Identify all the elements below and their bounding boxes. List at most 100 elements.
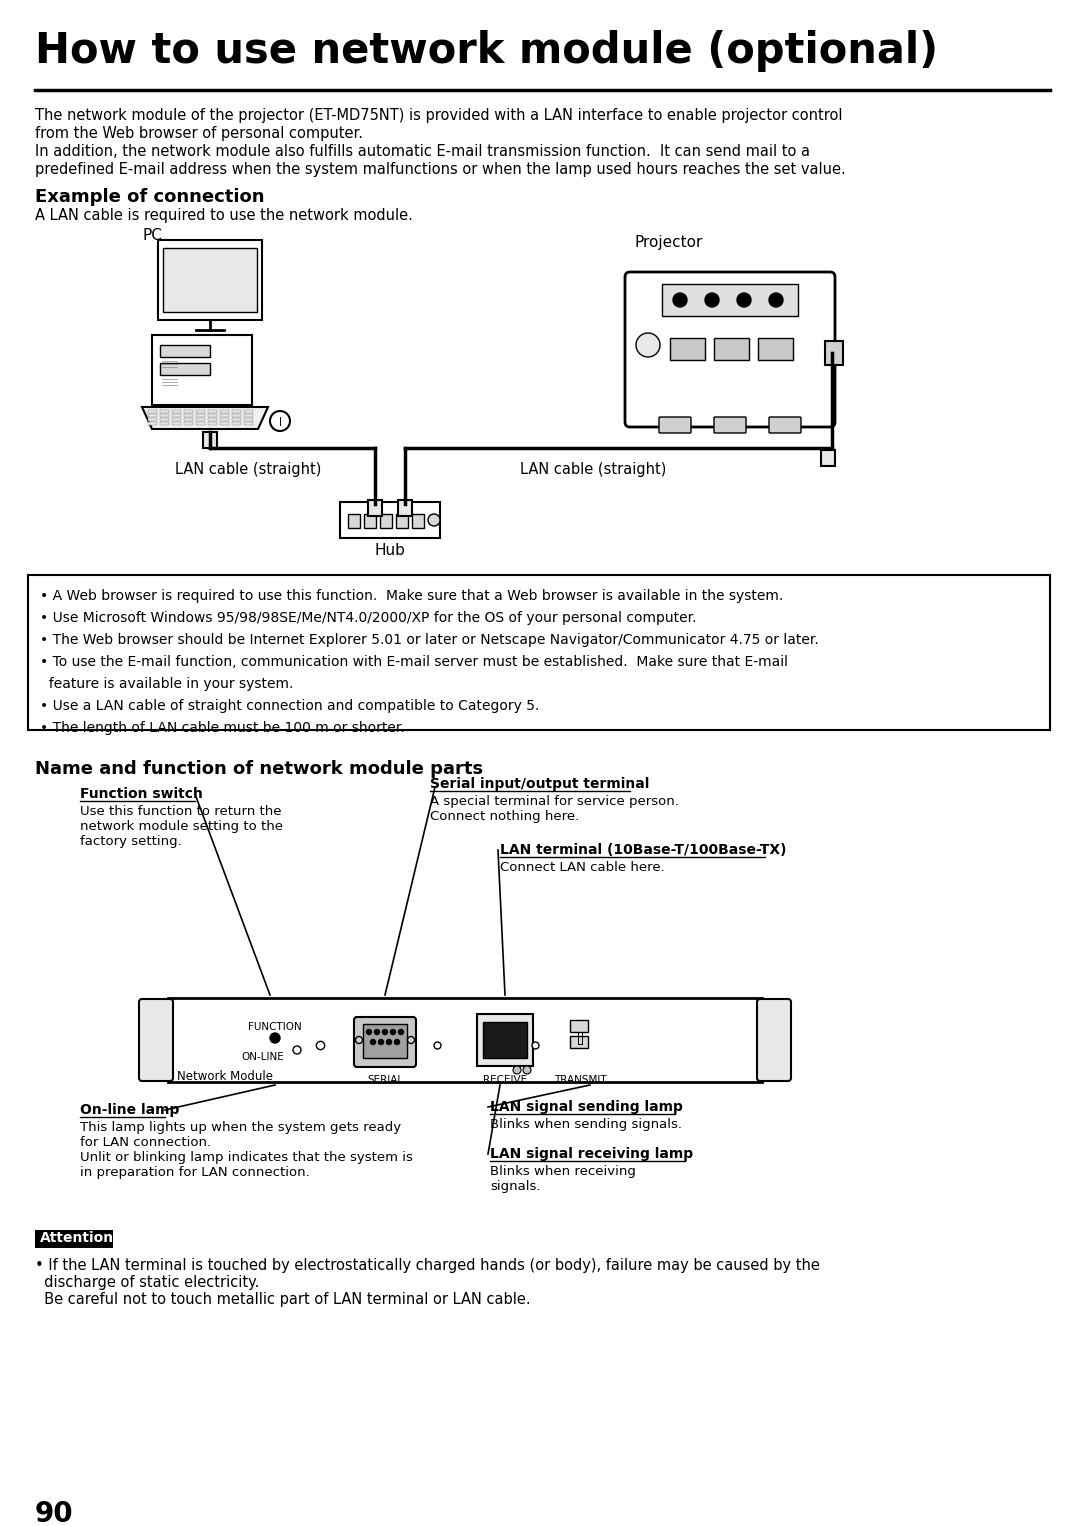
Text: Serial input/output terminal: Serial input/output terminal	[430, 777, 649, 790]
Text: In addition, the network module also fulfills automatic E-mail transmission func: In addition, the network module also ful…	[35, 143, 810, 159]
Text: factory setting.: factory setting.	[80, 835, 181, 848]
FancyBboxPatch shape	[28, 575, 1050, 729]
FancyBboxPatch shape	[158, 240, 262, 320]
FancyBboxPatch shape	[825, 340, 843, 365]
FancyBboxPatch shape	[354, 1016, 416, 1067]
Circle shape	[394, 1039, 400, 1044]
Circle shape	[378, 1039, 383, 1044]
Text: Example of connection: Example of connection	[35, 188, 265, 206]
Text: LAN cable (straight): LAN cable (straight)	[519, 462, 666, 478]
FancyBboxPatch shape	[670, 337, 705, 360]
Text: discharge of static electricity.: discharge of static electricity.	[35, 1276, 259, 1289]
Text: On-line lamp: On-line lamp	[80, 1103, 179, 1117]
FancyBboxPatch shape	[152, 336, 252, 404]
FancyBboxPatch shape	[139, 1000, 173, 1080]
Text: Connect LAN cable here.: Connect LAN cable here.	[500, 861, 665, 874]
Text: Name and function of network module parts: Name and function of network module part…	[35, 760, 483, 778]
FancyBboxPatch shape	[168, 998, 762, 1082]
Circle shape	[636, 333, 660, 357]
FancyBboxPatch shape	[244, 410, 253, 414]
Text: LAN terminal (10Base-T/100Base-TX): LAN terminal (10Base-T/100Base-TX)	[500, 842, 786, 858]
FancyBboxPatch shape	[364, 514, 376, 528]
Circle shape	[270, 1033, 280, 1042]
Text: • A Web browser is required to use this function.  Make sure that a Web browser : • A Web browser is required to use this …	[40, 589, 783, 603]
Text: Function switch: Function switch	[80, 787, 203, 801]
Text: Unlit or blinking lamp indicates that the system is: Unlit or blinking lamp indicates that th…	[80, 1151, 413, 1164]
Circle shape	[769, 293, 783, 307]
Text: network module setting to the: network module setting to the	[80, 819, 283, 833]
Polygon shape	[141, 407, 268, 429]
Text: • Use Microsoft Windows 95/98/98SE/Me/NT4.0/2000/XP for the OS of your personal : • Use Microsoft Windows 95/98/98SE/Me/NT…	[40, 610, 697, 626]
FancyBboxPatch shape	[368, 501, 382, 516]
FancyBboxPatch shape	[148, 414, 157, 417]
FancyBboxPatch shape	[220, 410, 229, 414]
Text: Blinks when receiving: Blinks when receiving	[490, 1164, 636, 1178]
FancyBboxPatch shape	[172, 414, 181, 417]
FancyBboxPatch shape	[244, 418, 253, 421]
Text: A LAN cable is required to use the network module.: A LAN cable is required to use the netwo…	[35, 208, 413, 223]
Text: • Use a LAN cable of straight connection and compatible to Category 5.: • Use a LAN cable of straight connection…	[40, 699, 539, 713]
FancyBboxPatch shape	[203, 432, 217, 449]
FancyBboxPatch shape	[184, 410, 193, 414]
FancyBboxPatch shape	[220, 414, 229, 417]
Text: • The Web browser should be Internet Explorer 5.01 or later or Netscape Navigato: • The Web browser should be Internet Exp…	[40, 633, 819, 647]
FancyBboxPatch shape	[208, 414, 217, 417]
Text: A special terminal for service person.: A special terminal for service person.	[430, 795, 679, 807]
FancyBboxPatch shape	[160, 345, 210, 357]
Text: This lamp lights up when the system gets ready: This lamp lights up when the system gets…	[80, 1122, 401, 1134]
FancyBboxPatch shape	[232, 423, 241, 426]
Text: • If the LAN terminal is touched by electrostatically charged hands (or body), f: • If the LAN terminal is touched by elec…	[35, 1257, 820, 1273]
FancyBboxPatch shape	[208, 418, 217, 421]
FancyBboxPatch shape	[172, 410, 181, 414]
Text: Connect nothing here.: Connect nothing here.	[430, 810, 579, 823]
Text: in preparation for LAN connection.: in preparation for LAN connection.	[80, 1166, 310, 1180]
Text: Attention: Attention	[40, 1231, 114, 1245]
Circle shape	[513, 1067, 521, 1074]
Text: for LAN connection.: for LAN connection.	[80, 1135, 211, 1149]
Text: signals.: signals.	[490, 1180, 540, 1193]
FancyBboxPatch shape	[769, 417, 801, 433]
FancyBboxPatch shape	[757, 1000, 791, 1080]
Circle shape	[673, 293, 687, 307]
Text: FUNCTION: FUNCTION	[248, 1022, 302, 1032]
Circle shape	[366, 1030, 372, 1035]
FancyBboxPatch shape	[160, 423, 168, 426]
FancyBboxPatch shape	[232, 410, 241, 414]
Circle shape	[370, 1039, 376, 1044]
FancyBboxPatch shape	[148, 418, 157, 421]
Text: Hub: Hub	[375, 543, 406, 559]
Text: Be careful not to touch metallic part of LAN terminal or LAN cable.: Be careful not to touch metallic part of…	[35, 1293, 530, 1306]
FancyBboxPatch shape	[477, 1013, 534, 1067]
FancyBboxPatch shape	[195, 410, 205, 414]
Text: Blinks when sending signals.: Blinks when sending signals.	[490, 1119, 681, 1131]
Text: SERIAL: SERIAL	[367, 1074, 403, 1085]
FancyBboxPatch shape	[411, 514, 424, 528]
Circle shape	[391, 1030, 395, 1035]
Text: LAN signal sending lamp: LAN signal sending lamp	[490, 1100, 683, 1114]
FancyBboxPatch shape	[148, 410, 157, 414]
FancyBboxPatch shape	[483, 1022, 527, 1058]
FancyBboxPatch shape	[340, 502, 440, 539]
FancyBboxPatch shape	[148, 423, 157, 426]
FancyBboxPatch shape	[195, 418, 205, 421]
FancyBboxPatch shape	[195, 423, 205, 426]
Text: TRANSMIT: TRANSMIT	[554, 1074, 606, 1085]
Text: How to use network module (optional): How to use network module (optional)	[35, 31, 939, 72]
Circle shape	[270, 410, 291, 430]
FancyBboxPatch shape	[184, 418, 193, 421]
FancyBboxPatch shape	[758, 337, 793, 360]
FancyBboxPatch shape	[714, 337, 750, 360]
FancyBboxPatch shape	[662, 284, 798, 316]
FancyBboxPatch shape	[220, 423, 229, 426]
FancyBboxPatch shape	[714, 417, 746, 433]
Circle shape	[387, 1039, 391, 1044]
FancyBboxPatch shape	[208, 410, 217, 414]
FancyBboxPatch shape	[160, 410, 168, 414]
Text: feature is available in your system.: feature is available in your system.	[40, 678, 294, 691]
Text: LAN signal receiving lamp: LAN signal receiving lamp	[490, 1148, 693, 1161]
FancyBboxPatch shape	[232, 418, 241, 421]
FancyBboxPatch shape	[244, 414, 253, 417]
FancyBboxPatch shape	[172, 418, 181, 421]
FancyBboxPatch shape	[160, 414, 168, 417]
FancyBboxPatch shape	[184, 423, 193, 426]
